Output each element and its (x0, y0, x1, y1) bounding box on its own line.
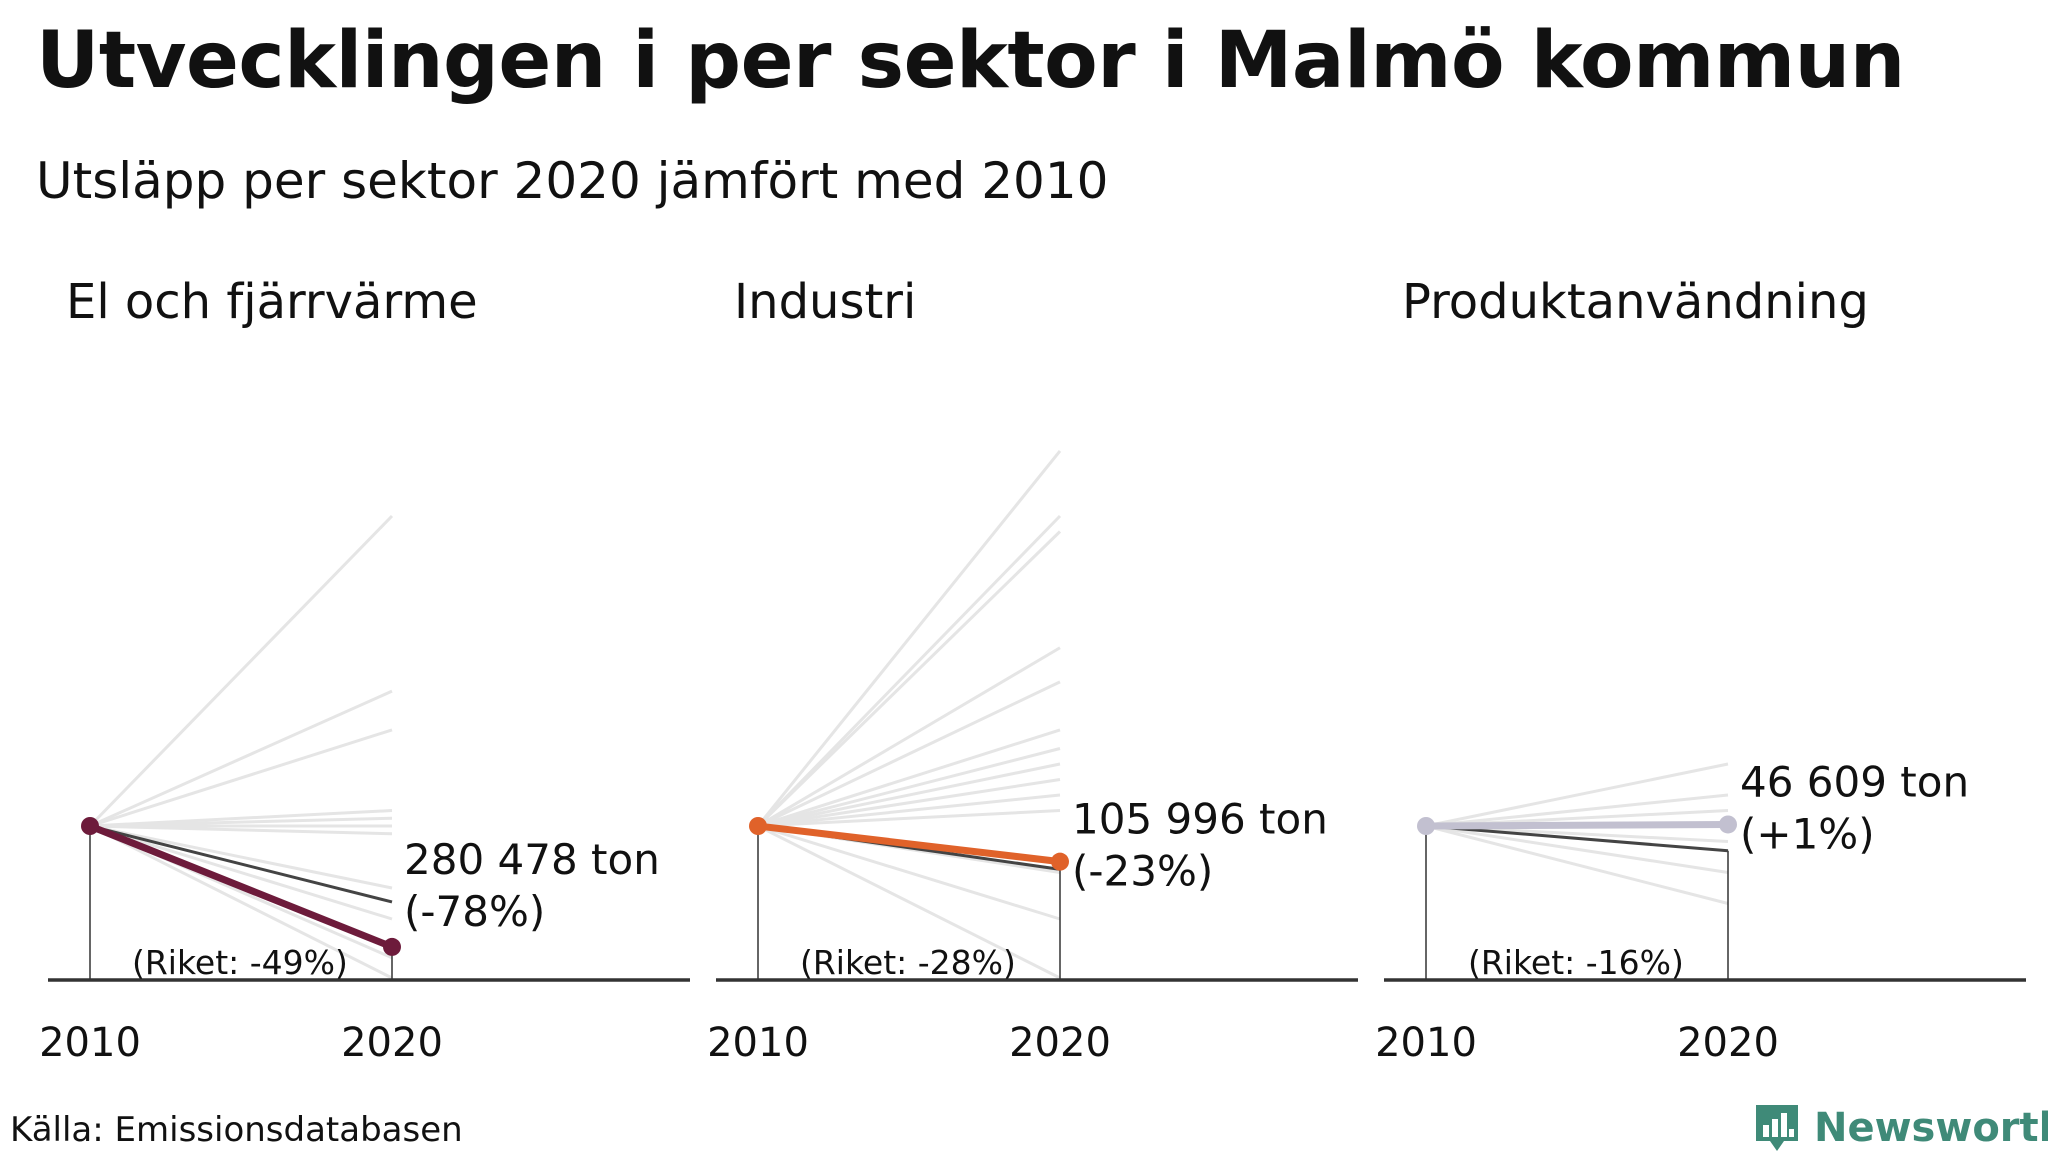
newsworthy-logo-icon (1756, 1105, 1798, 1151)
background-series-line (1425, 793, 1729, 828)
x-tick-label: 2020 (1677, 1020, 1779, 1066)
value-label: 46 609 ton (1740, 757, 1969, 806)
panel-title: Industri (734, 274, 916, 330)
panel-title: Produktanvändning (1402, 274, 1869, 330)
background-series-line (1425, 824, 1729, 874)
background-series-line (757, 809, 1061, 828)
background-series-line (89, 824, 393, 921)
background-series-line (756, 514, 1062, 828)
background-series-line (89, 728, 393, 828)
start-point (81, 817, 99, 835)
end-point (383, 937, 401, 956)
riket-line (89, 824, 393, 904)
background-series-line (757, 824, 1061, 980)
background-series-line (88, 514, 394, 828)
riket-label: (Riket: -28%) (800, 943, 1016, 982)
highlight-line (754, 822, 1064, 866)
background-series-line (1425, 824, 1729, 905)
x-tick-label: 2020 (1009, 1020, 1111, 1066)
riket-label: (Riket: -16%) (1468, 943, 1684, 982)
background-series-line (89, 824, 393, 890)
highlight-line (1422, 820, 1732, 830)
x-tick-label: 2010 (1375, 1020, 1477, 1066)
background-series-line (757, 747, 1061, 828)
x-tick-label: 2010 (707, 1020, 809, 1066)
background-series-line (757, 680, 1061, 828)
background-series-line (1425, 762, 1729, 828)
source-note: Källa: Emissionsdatabasen (10, 1110, 463, 1150)
background-series-line (757, 793, 1061, 828)
start-point (749, 817, 767, 835)
change-label: (-23%) (1072, 847, 1213, 896)
brand-logo: Newsworthy (1752, 1098, 2048, 1158)
background-series-line (756, 449, 1062, 827)
background-series-line (757, 778, 1061, 828)
background-series-line (89, 689, 393, 828)
background-series-line (89, 824, 393, 836)
chart-subtitle: Utsläpp per sektor 2020 jämfört med 2010 (36, 152, 1109, 210)
background-series-line (89, 824, 393, 980)
riket-label: (Riket: -49%) (132, 943, 348, 982)
end-point (1719, 815, 1737, 834)
brand-name: Newsworthy (1814, 1105, 2048, 1151)
background-series-line (757, 824, 1061, 921)
change-label: (+1%) (1740, 809, 1875, 858)
value-label: 280 478 ton (404, 835, 660, 884)
end-point (1051, 852, 1069, 871)
background-series-line (757, 646, 1061, 828)
riket-line (1425, 824, 1729, 853)
background-series-line (757, 728, 1061, 828)
background-series-line (756, 530, 1062, 828)
chart-title: Utvecklingen i per sektor i Malmö kommun (36, 16, 1905, 106)
change-label: (-78%) (404, 887, 545, 936)
background-series-line (757, 762, 1061, 828)
start-point (1417, 817, 1435, 835)
x-tick-label: 2020 (341, 1020, 443, 1066)
highlight-line (86, 822, 396, 951)
panel-title: El och fjärrvärme (66, 274, 478, 330)
value-label: 105 996 ton (1072, 795, 1328, 844)
x-tick-label: 2010 (39, 1020, 141, 1066)
